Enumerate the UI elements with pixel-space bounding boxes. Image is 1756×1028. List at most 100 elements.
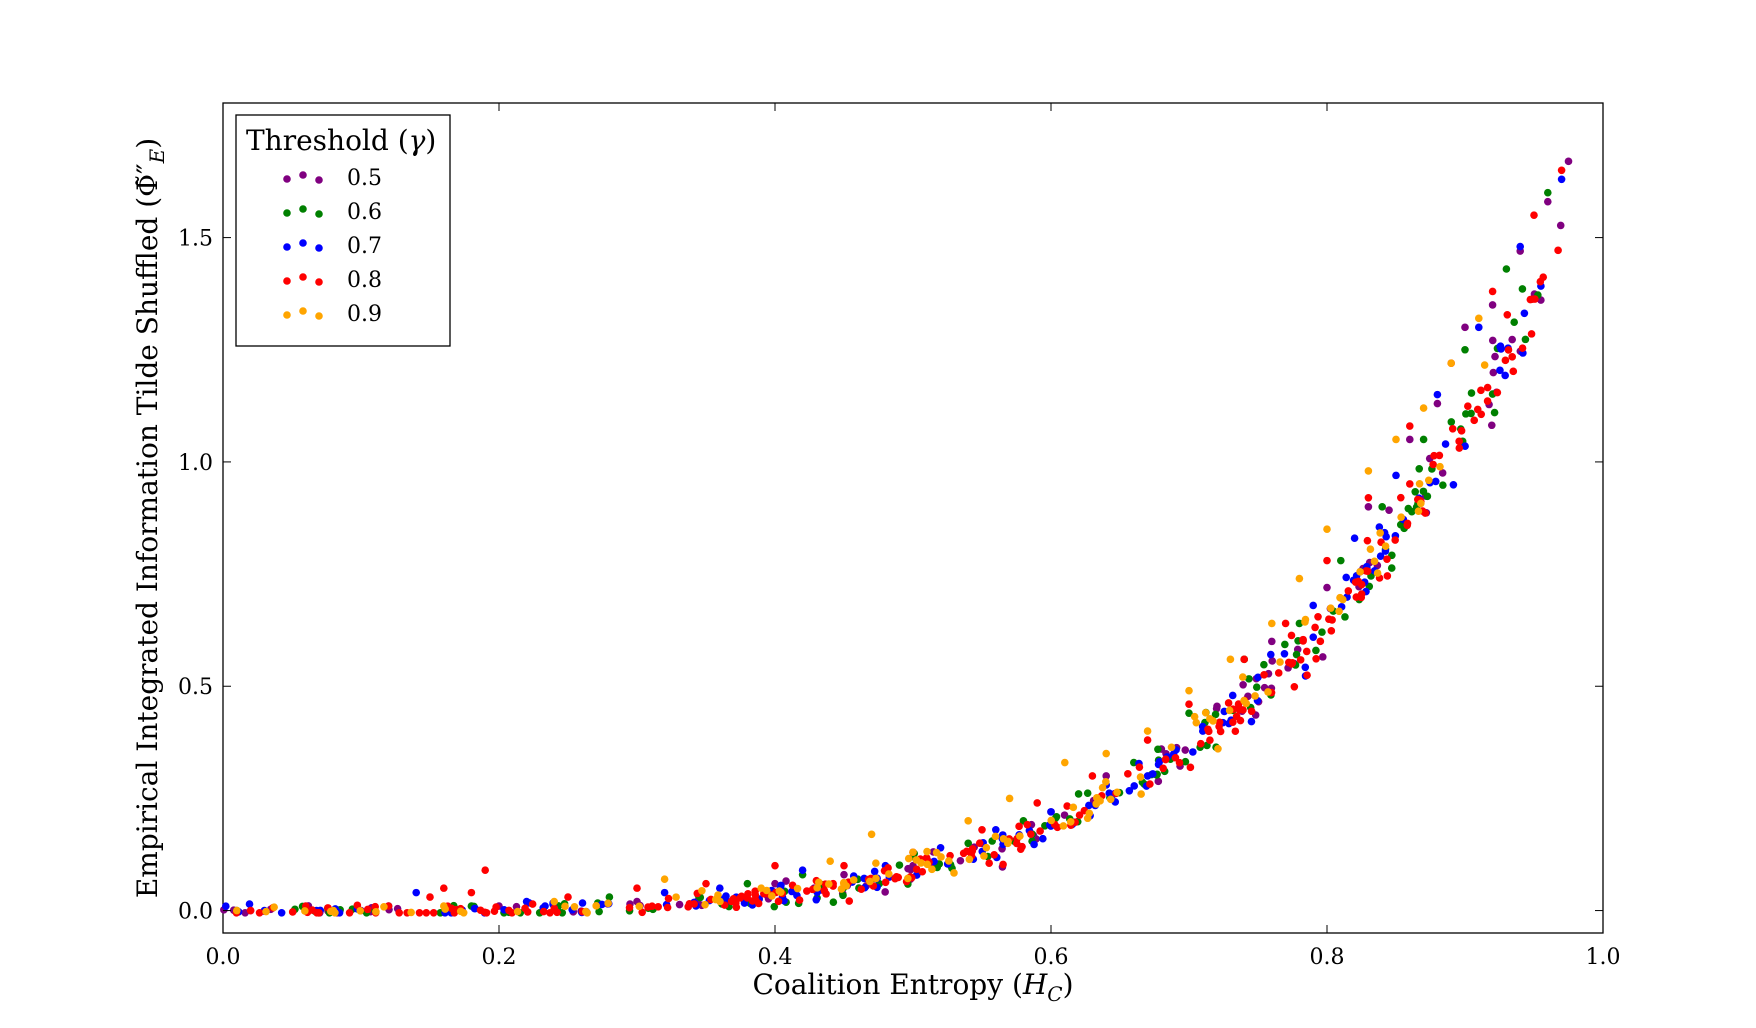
data-point [1175,758,1184,767]
data-point [1185,700,1193,708]
data-point [744,890,752,898]
data-point [1385,506,1393,514]
data-point [1204,727,1213,736]
data-point [1266,650,1275,659]
data-point [1296,656,1305,664]
y-tick-label-1: 0.5 [178,675,213,700]
data-point [1260,670,1268,679]
data-point [1436,462,1444,471]
data-point [1239,680,1247,689]
data-point [1231,727,1240,736]
data-point [1036,827,1044,835]
data-point [727,897,736,906]
data-point [1124,770,1132,778]
data-point [1362,567,1370,575]
data-point [1488,336,1497,345]
data-point [1225,706,1234,715]
data-point [1475,314,1483,323]
data-point [1403,519,1412,528]
data-point [407,908,415,917]
legend-label: 0.7 [347,234,382,259]
data-point [561,902,569,911]
data-point [380,902,388,911]
data-point [872,859,880,867]
data-point [1419,487,1428,496]
data-point [1421,509,1430,517]
data-point [1015,822,1023,831]
data-point [1342,573,1351,582]
data-point [865,877,874,886]
data-point [912,865,921,874]
data-point [1366,545,1375,553]
data-point [1146,780,1154,788]
data-point [1357,593,1366,602]
data-point [1488,301,1497,309]
data-point [803,887,811,895]
data-point [1016,832,1024,840]
data-point [837,885,846,893]
data-point [672,893,680,901]
data-point [1185,686,1193,695]
data-point [1311,623,1319,632]
data-point [701,900,709,909]
data-point [440,884,448,892]
data-point [1016,845,1025,853]
data-point [1192,718,1201,727]
data-point [1433,399,1442,408]
data-point [1387,564,1396,572]
data-point [1245,675,1253,683]
data-point [1113,788,1121,797]
data-point [1483,383,1492,392]
legend-marker [283,243,291,251]
data-point [867,830,876,839]
data-point [991,832,1000,841]
data-point [513,907,522,916]
data-point [1392,435,1400,444]
data-point [583,909,591,917]
data-point [1102,749,1110,758]
data-point [1467,389,1476,397]
data-point [222,902,230,911]
data-point [395,909,403,917]
data-marks [220,157,1573,917]
data-point [1148,770,1157,778]
legend-marker [315,244,323,252]
data-point [1417,499,1425,508]
data-point [288,908,297,916]
data-point [1106,795,1115,804]
data-point [904,874,912,883]
data-point [1508,335,1516,344]
data-point [812,895,821,904]
data-point [1447,418,1456,426]
data-point [1337,556,1345,565]
data-point [1281,619,1290,628]
data-point [1391,536,1399,544]
data-point [1448,424,1457,433]
data-point [553,908,561,917]
data-point [1154,777,1163,786]
x-tick-label-0: 0.0 [206,945,241,970]
data-point [980,852,988,860]
data-point [1030,840,1038,849]
data-point [1449,480,1458,489]
data-point [578,899,587,907]
data-point [605,893,614,901]
data-point [654,903,662,911]
data-point [1312,655,1320,663]
data-point [1526,295,1535,304]
data-point [1069,803,1078,812]
data-point [638,908,646,917]
data-point [992,826,1000,834]
data-point [1501,371,1509,380]
data-point [1473,405,1482,414]
data-point [1544,188,1552,197]
data-point [570,902,579,911]
data-point [1229,718,1237,726]
data-point [904,854,913,863]
data-point [1461,442,1469,451]
data-point [426,893,434,901]
data-point [1509,367,1518,376]
legend-item-0-9: 0.9 [283,302,382,327]
data-point [985,859,993,867]
data-point [1314,612,1322,621]
